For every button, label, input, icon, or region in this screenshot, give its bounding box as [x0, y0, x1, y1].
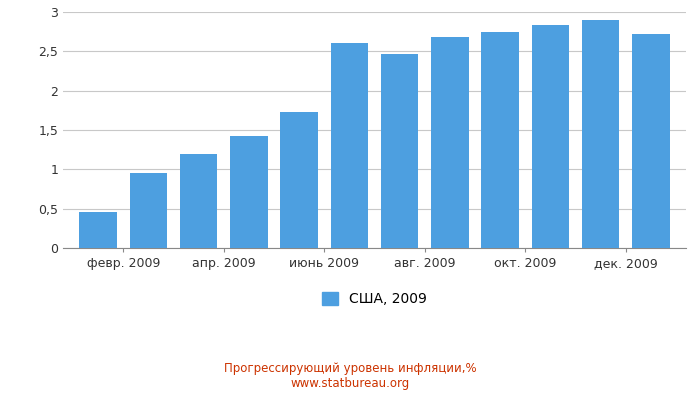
Legend: США, 2009: США, 2009: [316, 287, 433, 312]
Bar: [130, 173, 167, 248]
Bar: [582, 20, 620, 248]
Bar: [230, 136, 267, 248]
Text: Прогрессирующий уровень инфляции,%
www.statbureau.org: Прогрессирующий уровень инфляции,% www.s…: [224, 362, 476, 390]
Bar: [79, 212, 117, 248]
Bar: [180, 154, 218, 248]
Bar: [482, 32, 519, 248]
Bar: [431, 37, 469, 248]
Bar: [531, 25, 569, 248]
Bar: [381, 54, 419, 248]
Bar: [632, 34, 670, 248]
Bar: [280, 112, 318, 248]
Bar: [330, 44, 368, 248]
